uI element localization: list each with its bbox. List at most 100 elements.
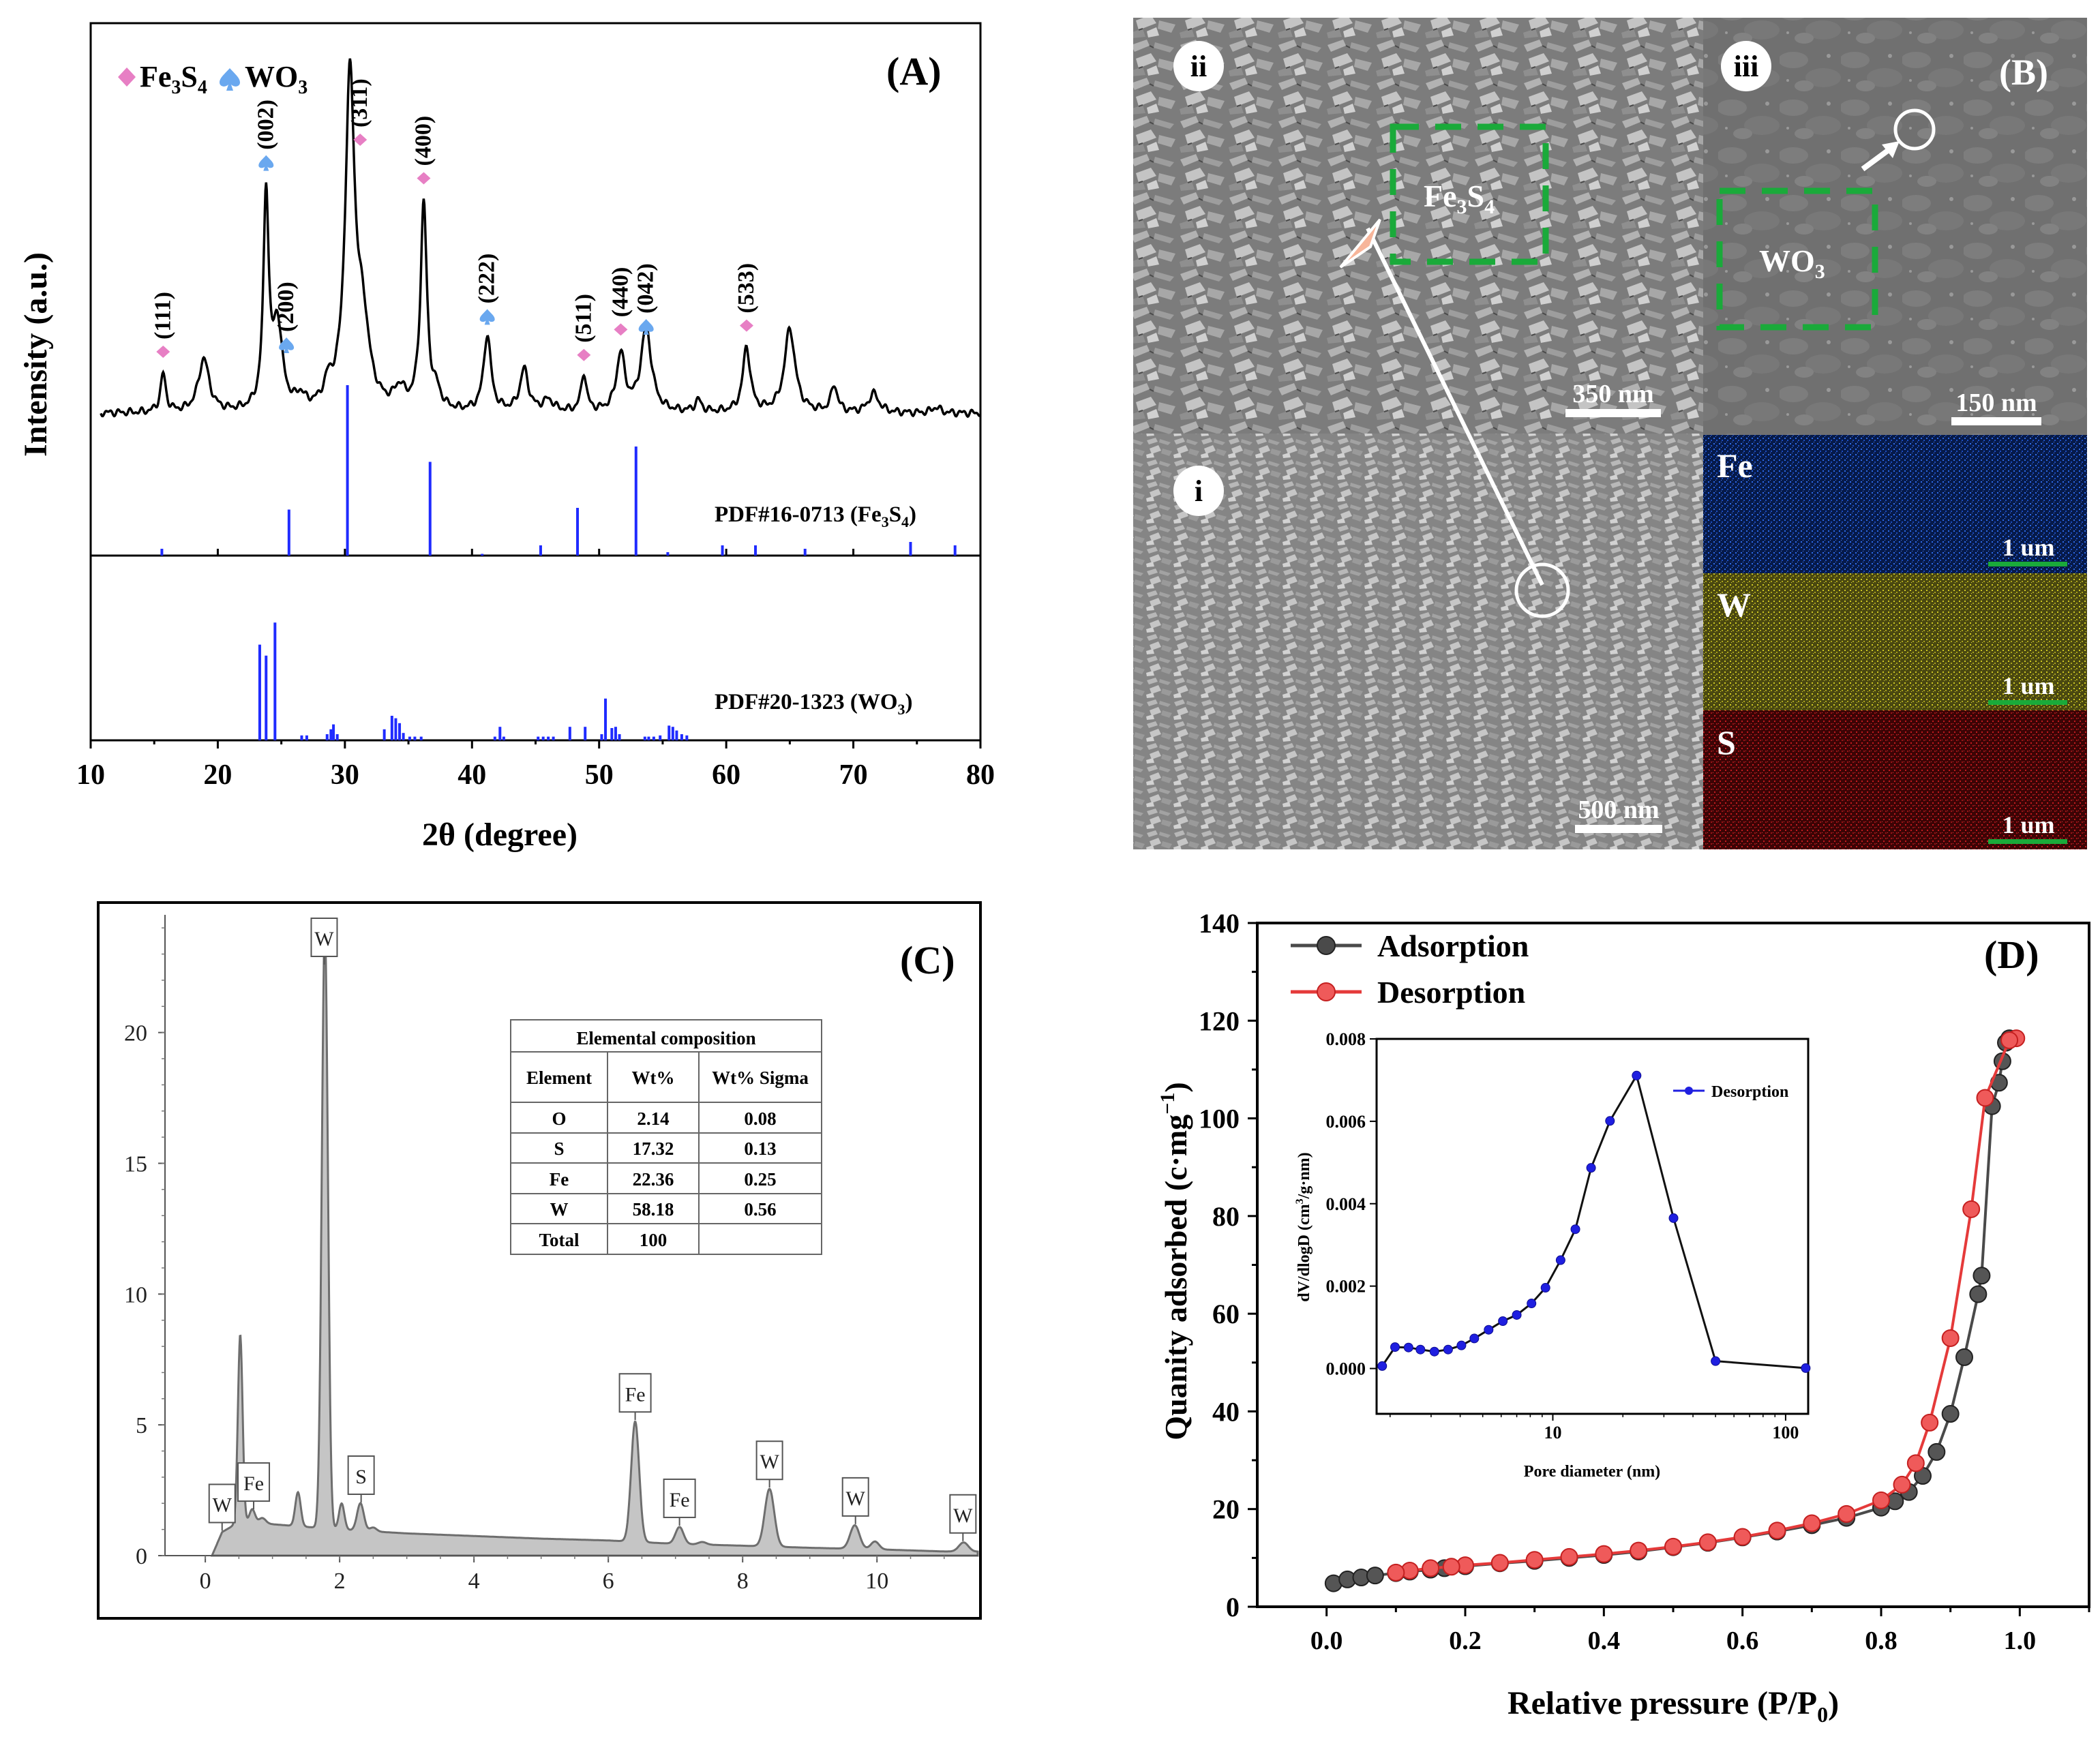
eds-y-tick-label: 5 [136,1413,147,1438]
inset-x-tick-label: 10 [1544,1423,1561,1442]
table-cell: 0.56 [744,1199,776,1220]
xrd-x-ticks: 10 20 30 40 50 60 70 80 [76,549,995,791]
inset-desorption-point [1390,1342,1400,1352]
inset-desorption-point [1586,1163,1596,1173]
legend-desorption: Desorption [1377,975,1525,1010]
xrd-x-tick-label: 80 [966,759,995,791]
eds-peak-tag: W [953,1504,973,1527]
eds-peak-tag-box [618,1373,652,1413]
eds-peak-tag: W [760,1451,779,1473]
xrd-legend: Fe3S4 WO3 [118,60,308,98]
map-s-label: S [1717,723,1736,761]
eds-y-tick-label: 0 [136,1544,147,1569]
inset-desorption-point [1540,1283,1550,1293]
eds-map-w [1703,573,2087,710]
fe3s4-annotation: Fe3S4 [1424,179,1495,218]
bet-y-tick-label: 100 [1199,1104,1240,1134]
inset-y-tick-label: 0.004 [1326,1194,1366,1214]
table-frame [510,1019,822,1255]
panel-b-micrographs: ii iii i (B) Fe3S4 WO3 350 nm 150 nm 500… [1133,18,2087,849]
table-cell: W [550,1199,569,1220]
label-iii-badge [1721,41,1771,91]
table-cell: Fe [550,1169,569,1190]
table-caption: Elemental composition [576,1028,755,1048]
desorption-point [1962,1200,1981,1218]
map-s-scale-label: 1 um [2002,811,2054,838]
desorption-point [1768,1522,1786,1540]
legend-desorption-marker [1317,982,1336,1001]
table-cell: 58.18 [633,1199,674,1220]
adsorption-point [1972,1267,1991,1285]
table-cell: 100 [640,1230,668,1250]
eds-peak-tag: W [213,1494,232,1516]
xrd-peak-label: (111) [150,292,175,339]
inset-legend-marker [1685,1087,1693,1095]
arrow-orange-icon [1339,218,1381,269]
desorption-point [1595,1545,1613,1563]
bet-y-tick-label: 60 [1212,1299,1240,1329]
bet-x-tick-label: 0.2 [1449,1627,1482,1655]
legend-adsorption: Adsorption [1377,928,1529,963]
table-cell: S [554,1138,564,1159]
inset-y-tick-label: 0.000 [1326,1359,1366,1379]
legend-diamond-icon [118,67,136,87]
eds-y-tick-label: 15 [124,1151,147,1177]
eds-spectrum-area [210,926,979,1557]
eds-peak-tag: S [355,1466,367,1488]
bet-x-tick-label: 0.0 [1310,1627,1343,1655]
map-w-label: W [1717,586,1751,624]
eds-x-tick-label: 0 [200,1569,211,1594]
scalebar-ii-label: 350 nm [1572,380,1653,408]
xrd-x-tick-label: 10 [76,759,105,791]
eds-peak-tag-box [310,918,338,957]
xrd-peak-label: (042) [633,263,659,314]
table-header: Element [526,1068,592,1088]
inset-y-tick-label: 0.002 [1326,1277,1366,1297]
desorption-point [1525,1551,1544,1569]
bet-y-axis-label: Quanity adsorbed (c·mg−1) [1156,1082,1193,1440]
bet-y-tick-label: 20 [1212,1494,1240,1525]
map-w-scale-label: 1 um [2002,672,2054,699]
eds-peak-tag: Fe [670,1489,690,1511]
desorption-point [1442,1558,1460,1576]
desorption-point [1698,1533,1717,1552]
eds-map-s [1703,710,2087,849]
xrd-frame [89,22,982,742]
xrd-x-tick-label: 50 [585,759,614,791]
inset-desorption-point [1443,1344,1453,1355]
bet-y-tick-label: 40 [1212,1396,1240,1427]
inset-desorption-point [1555,1255,1565,1265]
fe3s4-peak-diamond-icon [417,172,431,185]
zoom-connector-line [1366,227,1544,586]
scalebar-iii [1951,417,2041,425]
desorption-point [1921,1413,1939,1432]
desorption-point [1976,1089,1994,1107]
zoom-circle-i [1514,562,1570,618]
inset-x-tick-label: 100 [1772,1423,1799,1442]
table-cell: Total [539,1230,580,1250]
eds-x-tick-label: 10 [865,1569,888,1594]
bet-x-tick-label: 0.4 [1588,1627,1621,1655]
scalebar-i-label: 500 nm [1578,796,1659,824]
panel-d-isotherm: 0.0 0.2 0.4 0.6 0.8 1.0 0 20 40 60 80 100 120 140 (D)… [1156,908,2090,1727]
inset-desorption-point [1403,1342,1413,1352]
legend-fe3s4: Fe3S4 [140,60,207,98]
inset-desorption-point [1484,1325,1494,1335]
sem-image-iii [1703,18,2087,435]
inset-x-axis-label: Pore diameter (nm) [1524,1463,1660,1481]
bet-y-tick-label: 120 [1199,1005,1240,1036]
xrd-x-tick-label: 30 [331,759,359,791]
bet-legend: Adsorption Desorption [1291,928,1529,1010]
inset-series [1377,1070,1811,1373]
panel-a-xrd: 10 20 30 40 50 60 70 80 (111) (002) (200) (311) (40… [18,22,995,853]
desorption-point [1906,1454,1925,1472]
bet-x-tick-label: 0.6 [1726,1627,1759,1655]
wo3-peak-spade-icon [479,309,495,325]
bet-series [1324,1029,2026,1592]
table-cell: 0.08 [744,1108,776,1129]
pdf-wo3-label: PDF#20-1323 (WO3) [715,690,913,718]
inset-desorption-point [1456,1340,1467,1350]
fe3s4-peak-diamond-icon [156,345,170,358]
fe3s4-peak-diamond-icon [353,134,368,146]
